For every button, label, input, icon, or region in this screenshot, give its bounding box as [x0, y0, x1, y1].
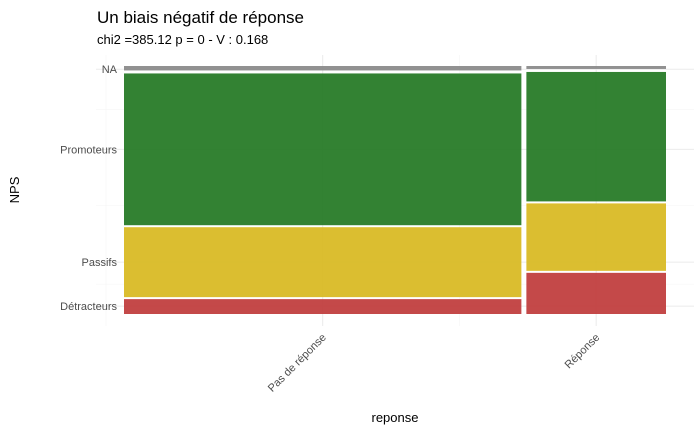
tile-1-0: [526, 272, 666, 314]
y-tick-label: Passifs: [82, 257, 118, 269]
y-tick-label: Détracteurs: [60, 301, 117, 313]
x-tick-label: Pas de réponse: [266, 332, 329, 395]
tile-0-0: [124, 299, 522, 314]
y-tick-label: NA: [102, 64, 118, 76]
y-axis-title: NPS: [7, 176, 22, 203]
x-tick-labels: Pas de réponse Réponse: [266, 332, 602, 395]
y-tick-labels: Détracteurs Passifs Promoteurs NA: [60, 64, 118, 313]
y-tick-label: Promoteurs: [60, 144, 117, 156]
tile-1-3: [526, 66, 666, 69]
chart-title: Un biais négatif de réponse: [97, 8, 304, 27]
tile-1-2: [526, 71, 666, 202]
mosaic-tiles: [124, 66, 666, 314]
x-tick-label: Réponse: [563, 332, 603, 372]
tile-0-3: [124, 66, 522, 71]
tile-0-2: [124, 73, 522, 226]
x-axis-title: reponse: [372, 410, 419, 425]
tile-1-1: [526, 203, 666, 271]
tile-0-1: [124, 227, 522, 298]
chart-subtitle: chi2 =385.12 p = 0 - V : 0.168: [97, 32, 268, 47]
